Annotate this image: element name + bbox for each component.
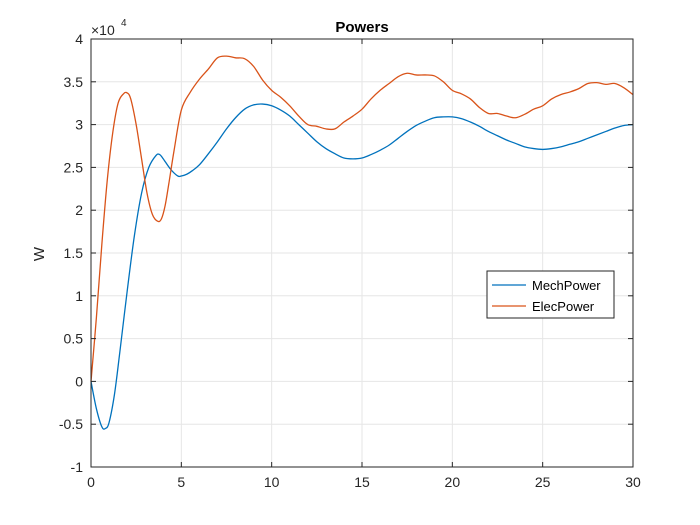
x-tick-label: 25 <box>535 474 551 490</box>
chart-title: Powers <box>335 19 388 36</box>
y-tick-label: -1 <box>71 459 84 475</box>
y-tick-label: 4 <box>75 31 83 47</box>
x-tick-label: 30 <box>625 474 641 490</box>
y-tick-label: 3.5 <box>64 74 84 90</box>
y-tick-label: 2 <box>75 202 83 218</box>
x-tick-label: 15 <box>354 474 370 490</box>
series-line-mechpower <box>90 103 634 430</box>
series-layer <box>90 55 634 430</box>
y-tick-label: -0.5 <box>59 416 83 432</box>
x-tick-label: 10 <box>264 474 280 490</box>
x-tick-label: 0 <box>87 474 95 490</box>
y-tick-label: 1.5 <box>64 245 84 261</box>
y-tick-label: 0 <box>75 373 83 389</box>
y-tick-label: 1 <box>75 288 83 304</box>
y-tick-label: 3 <box>75 117 83 133</box>
y-axis-label: W <box>31 246 48 261</box>
legend-box <box>486 270 615 319</box>
y-exponent-label: ×10 4 <box>91 18 127 38</box>
tick-labels: 0 5 10 15 20 25 30 -1 -0.5 0 0.5 1 1.5 2 2.5 3 3.5 4 <box>59 31 641 490</box>
legend-label-mechpower: MechPower <box>532 278 601 293</box>
x-tick-label: 20 <box>445 474 461 490</box>
tick-marks <box>90 38 634 468</box>
y-exponent-power: 4 <box>121 18 127 29</box>
y-exponent-base: ×10 <box>91 22 115 38</box>
y-tick-label: 2.5 <box>64 159 84 175</box>
y-tick-label: 0.5 <box>64 331 84 347</box>
series-line-elecpower <box>90 55 634 382</box>
x-tick-label: 5 <box>177 474 185 490</box>
legend-label-elecpower: ElecPower <box>532 299 595 314</box>
legend: MechPower ElecPower <box>486 270 615 319</box>
